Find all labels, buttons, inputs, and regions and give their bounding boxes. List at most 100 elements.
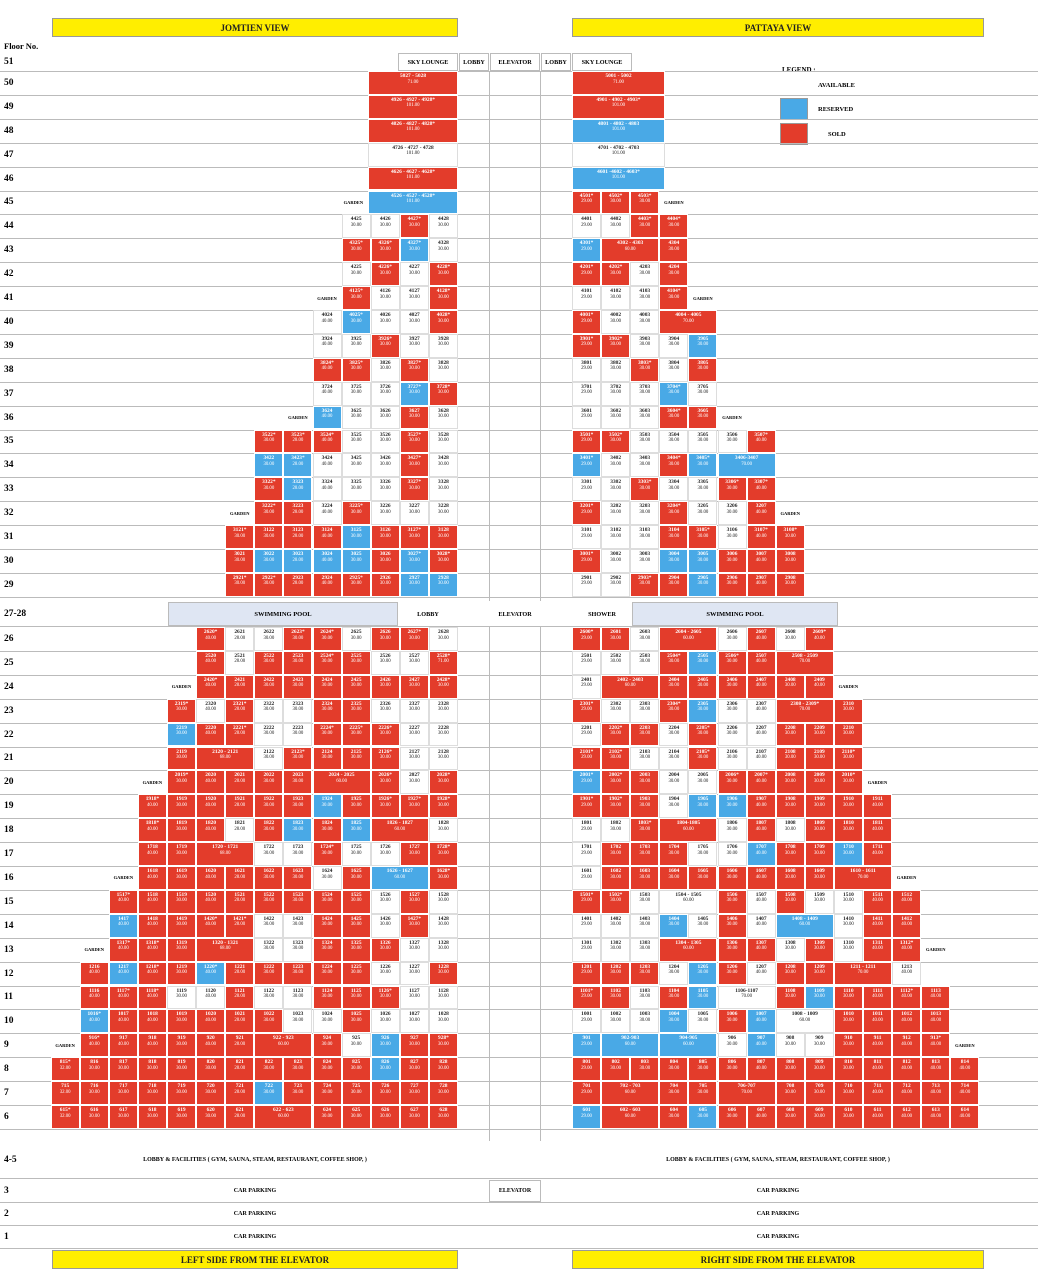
unit-cell[interactable]: 3426 30.00 [370, 453, 400, 478]
unit-cell[interactable]: 2226* 30.00 [370, 722, 400, 747]
unit-cell[interactable]: 3506 30.00 [717, 429, 747, 454]
unit-cell[interactable]: 4004 - 4005 70.00 [659, 310, 718, 334]
unit-cell[interactable]: 1628* 30.00 [428, 866, 458, 890]
unit-cell[interactable]: 1318* 40.00 [137, 937, 167, 962]
unit-cell[interactable]: 1903 30.00 [630, 794, 660, 819]
unit-cell[interactable]: 1501* 29.00 [572, 889, 602, 914]
unit-cell[interactable]: 1901* 29.00 [572, 794, 602, 819]
unit-cell[interactable]: 3507* 40.00 [746, 429, 776, 454]
unit-cell[interactable]: 801 29.00 [572, 1057, 602, 1082]
unit-cell[interactable]: 711 40.00 [863, 1081, 893, 1105]
unit-cell[interactable]: 1509 30.00 [804, 889, 834, 914]
unit-cell[interactable]: 2600* 29.00 [572, 627, 602, 651]
unit-cell[interactable]: 4101 29.00 [572, 286, 602, 310]
unit-cell[interactable]: 1828 30.00 [428, 818, 458, 843]
unit-cell[interactable]: 1520 40.00 [196, 889, 226, 914]
unit-cell[interactable]: 4403* 30.00 [630, 214, 660, 239]
unit-cell[interactable]: 3023 28.00 [283, 549, 313, 573]
unit-cell[interactable]: 809 30.00 [804, 1057, 834, 1082]
unit-cell[interactable]: 907 40.00 [746, 1033, 776, 1058]
unit-cell[interactable]: 2007* 40.00 [746, 770, 776, 795]
unit-cell[interactable]: 3123 28.00 [283, 525, 313, 549]
unit-cell[interactable]: 2905 30.00 [688, 572, 718, 597]
unit-cell[interactable]: 2407 40.00 [746, 674, 776, 699]
unit-cell[interactable]: 2022 30.00 [254, 770, 284, 795]
unit-cell[interactable]: 2425 30.00 [341, 674, 371, 699]
unit-cell[interactable]: 4325* 30.00 [341, 238, 371, 263]
unit-cell[interactable]: 2923 28.00 [283, 572, 313, 597]
unit-cell[interactable]: 4428 30.00 [428, 214, 458, 239]
unit-cell[interactable]: 924 30.00 [312, 1033, 342, 1058]
unit-cell[interactable]: 3501* 29.00 [572, 429, 602, 454]
unit-cell[interactable]: 618 30.00 [137, 1105, 167, 1129]
unit-cell[interactable]: 1206 30.00 [717, 961, 747, 986]
unit-cell[interactable]: 3227 30.00 [399, 501, 429, 526]
unit-cell[interactable]: 3805 30.00 [688, 357, 718, 382]
unit-cell[interactable]: 3705 30.00 [688, 381, 718, 406]
unit-cell[interactable]: 1323 30.00 [283, 937, 313, 962]
unit-cell[interactable]: 3207 40.00 [746, 501, 776, 526]
unit-cell[interactable]: 3006 30.00 [717, 549, 747, 573]
unit-cell[interactable]: 1803* 30.00 [630, 818, 660, 843]
unit-cell[interactable]: 1221 28.00 [225, 961, 255, 986]
unit-cell[interactable]: 1017 40.00 [108, 1009, 138, 1034]
unit-cell[interactable]: 619 30.00 [167, 1105, 197, 1129]
unit-cell[interactable]: 4601 -4602 - 4603* 101.00 [572, 166, 665, 191]
unit-cell[interactable]: 1824 30.00 [312, 818, 342, 843]
unit-cell[interactable]: 1526 30.00 [370, 889, 400, 914]
unit-cell[interactable]: 1311 40.00 [863, 937, 893, 962]
unit-cell[interactable]: 1422 30.00 [254, 913, 284, 938]
unit-cell[interactable]: 3905 30.00 [688, 333, 718, 358]
unit-cell[interactable]: 3502* 30.00 [601, 429, 631, 454]
unit-cell[interactable]: 1328 30.00 [428, 937, 458, 962]
unit-cell[interactable]: 918 40.00 [137, 1033, 167, 1058]
unit-cell[interactable]: 2421 28.00 [225, 674, 255, 699]
unit-cell[interactable]: 1709 30.00 [804, 842, 834, 866]
unit-cell[interactable]: 1727 30.00 [399, 842, 429, 866]
unit-cell[interactable]: 1823 30.00 [283, 818, 313, 843]
unit-cell[interactable]: 4326* 30.00 [370, 238, 400, 263]
unit-cell[interactable]: 3924 40.00 [312, 333, 342, 358]
unit-cell[interactable]: 1412 40.00 [892, 913, 922, 938]
unit-cell[interactable]: 1309 30.00 [804, 937, 834, 962]
unit-cell[interactable]: 2522 30.00 [254, 650, 284, 675]
unit-cell[interactable]: 2203 30.00 [630, 722, 660, 747]
unit-cell[interactable]: 1808 30.00 [775, 818, 805, 843]
unit-cell[interactable]: 1004 30.00 [659, 1009, 689, 1034]
unit-cell[interactable]: 1706 30.00 [717, 842, 747, 866]
unit-cell[interactable]: 3603 30.00 [630, 405, 660, 430]
unit-cell[interactable]: 1704 30.00 [659, 842, 689, 866]
unit-cell[interactable]: 612 40.00 [892, 1105, 922, 1129]
unit-cell[interactable]: 2604 - 2605 60.00 [659, 627, 718, 651]
unit-cell[interactable]: 1921 28.00 [225, 794, 255, 819]
unit-cell[interactable]: 2404 30.00 [659, 674, 689, 699]
unit-cell[interactable]: 1110 30.00 [833, 985, 863, 1010]
unit-cell[interactable]: 4526 - 4527 - 4528* 101.00 [368, 190, 458, 215]
unit-cell[interactable]: 1021 28.00 [225, 1009, 255, 1034]
unit-cell[interactable]: 4025* 30.00 [341, 310, 371, 334]
unit-cell[interactable]: 2127 30.00 [399, 746, 429, 771]
unit-cell[interactable]: 1123 30.00 [283, 985, 313, 1010]
unit-cell[interactable]: 2608 30.00 [775, 627, 805, 651]
unit-cell[interactable]: 2901 29.00 [572, 572, 602, 597]
unit-cell[interactable]: 4203 30.00 [630, 262, 660, 287]
unit-cell[interactable]: 3405* 30.00 [688, 453, 718, 478]
unit-cell[interactable]: 2622 30.00 [254, 627, 284, 651]
unit-cell[interactable]: 704 30.00 [659, 1081, 689, 1105]
unit-cell[interactable]: 1626 - 1627 60.00 [370, 866, 429, 890]
unit-cell[interactable]: 620 30.00 [196, 1105, 226, 1129]
unit-cell[interactable]: 3503 30.00 [630, 429, 660, 454]
unit-cell[interactable]: 1619 30.00 [167, 866, 197, 890]
unit-cell[interactable]: 2623* 30.00 [283, 627, 313, 651]
unit-cell[interactable]: 1011 40.00 [863, 1009, 893, 1034]
unit-cell[interactable]: 1719 30.00 [167, 842, 197, 866]
unit-cell[interactable]: 2503 30.00 [630, 650, 660, 675]
unit-cell[interactable]: 2620* 40.00 [196, 627, 226, 651]
unit-cell[interactable]: 727 30.00 [399, 1081, 429, 1105]
unit-cell[interactable]: 1224 30.00 [312, 961, 342, 986]
unit-cell[interactable]: 2325 30.00 [341, 698, 371, 723]
unit-cell[interactable]: 2405 30.00 [688, 674, 718, 699]
unit-cell[interactable]: 3025 30.00 [341, 549, 371, 573]
unit-cell[interactable]: 626 30.00 [370, 1105, 400, 1129]
unit-cell[interactable]: 1203 30.00 [630, 961, 660, 986]
